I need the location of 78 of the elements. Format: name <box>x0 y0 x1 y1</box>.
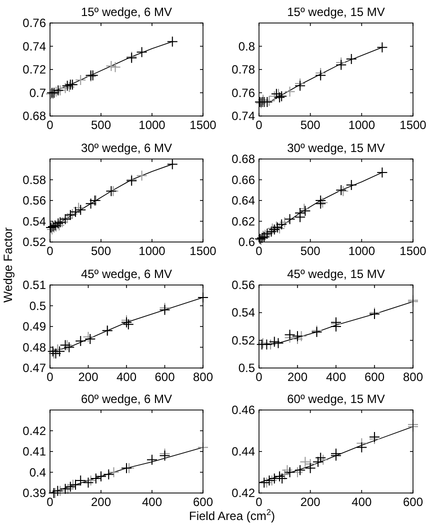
y-tick-label: 0.6 <box>238 235 256 249</box>
x-tick-label: 200 <box>300 495 321 509</box>
x-tick-label: 600 <box>364 370 385 384</box>
y-tick-label: 0.68 <box>232 152 256 166</box>
x-tick-label: 0 <box>46 495 54 509</box>
y-tick-label: 0.49 <box>22 320 46 334</box>
x-tick-label: 500 <box>300 244 321 258</box>
x-tick-label: 800 <box>402 370 424 384</box>
y-tick-label: 0.51 <box>22 278 46 292</box>
y-tick-label: 0.58 <box>22 172 46 187</box>
x-tick-label: 400 <box>116 370 137 384</box>
x-tick-label: 1500 <box>190 244 217 258</box>
x-tick-label: 0 <box>256 495 263 509</box>
x-tick-label: 1500 <box>400 118 427 132</box>
y-tick-label: 0.52 <box>232 333 256 348</box>
x-tick-label: 200 <box>78 370 99 384</box>
x-tick-label: 200 <box>287 370 308 384</box>
x-tick-label: 200 <box>90 495 112 509</box>
chart-title: 45º wedge, 15 MV <box>287 267 385 281</box>
y-tick-label: 0.5 <box>29 298 46 313</box>
x-tick-label: 1000 <box>138 118 166 132</box>
y-tick-label: 0.66 <box>232 172 256 187</box>
y-tick-label: 0.52 <box>22 235 46 249</box>
y-tick-label: 0.74 <box>22 39 46 54</box>
x-tick-label: 500 <box>300 118 321 132</box>
x-tick-label: 500 <box>90 118 112 132</box>
y-tick-label: 0.68 <box>22 109 46 123</box>
x-tick-label: 1000 <box>348 118 376 132</box>
y-tick-label: 0.74 <box>232 109 256 123</box>
y-tick-label: 0.76 <box>232 86 256 100</box>
x-tick-label: 0 <box>256 118 263 132</box>
x-tick-label: 0 <box>256 244 263 258</box>
x-tick-label: 600 <box>402 495 424 509</box>
y-tick-label: 0.8 <box>238 39 256 54</box>
y-axis-title: Wedge Factor <box>1 227 15 303</box>
chart-title: 30º wedge, 6 MV <box>80 141 172 155</box>
y-tick-label: 0.47 <box>22 361 46 375</box>
x-tick-label: 400 <box>142 495 162 509</box>
chart-title: 15º wedge, 6 MV <box>80 5 172 19</box>
y-tick-label: 0.76 <box>22 16 46 30</box>
y-tick-label: 0.72 <box>22 62 46 76</box>
x-tick-label: 0 <box>256 370 263 384</box>
x-axis-title: Field Area (cm$^{2}$) <box>188 507 276 523</box>
y-tick-label: 0.7 <box>29 86 46 100</box>
x-tick-label: 1000 <box>348 244 376 258</box>
y-tick-label: 0.42 <box>22 424 46 438</box>
chart-title: 45º wedge, 6 MV <box>80 267 172 281</box>
y-tick-label: 0.56 <box>22 194 46 208</box>
y-tick-label: 0.4 <box>29 465 46 480</box>
x-tick-label: 0 <box>46 118 54 132</box>
y-tick-label: 0.39 <box>22 486 46 500</box>
y-tick-label: 0.64 <box>232 194 256 208</box>
x-tick-label: 1500 <box>190 118 217 132</box>
y-tick-label: 0.5 <box>238 361 256 375</box>
y-tick-label: 0.48 <box>22 340 46 354</box>
y-tick-label: 0.44 <box>232 444 256 458</box>
chart-title: 60º wedge, 15 MV <box>287 392 385 406</box>
y-tick-label: 0.46 <box>232 403 256 417</box>
x-tick-label: 1000 <box>138 244 166 258</box>
x-tick-label: 400 <box>326 370 346 384</box>
y-tick-label: 0.41 <box>22 444 46 458</box>
chart-title: 60º wedge, 6 MV <box>80 392 172 406</box>
x-tick-label: 600 <box>154 370 176 384</box>
x-tick-label: 500 <box>90 244 112 258</box>
x-tick-label: 400 <box>352 495 372 509</box>
y-tick-label: 0.62 <box>232 214 256 228</box>
y-tick-label: 0.54 <box>22 214 46 228</box>
x-tick-label: 0 <box>46 244 54 258</box>
chart-title: 15º wedge, 15 MV <box>287 5 385 19</box>
y-tick-label: 0.54 <box>232 306 256 320</box>
y-tick-label: 0.56 <box>232 278 256 292</box>
x-tick-label: 600 <box>192 495 214 509</box>
chart-title: 30º wedge, 15 MV <box>287 141 385 155</box>
x-tick-label: 800 <box>192 370 214 384</box>
y-tick-label: 0.78 <box>232 62 256 76</box>
y-tick-label: 0.42 <box>232 486 256 500</box>
x-tick-label: 1500 <box>400 244 427 258</box>
x-tick-label: 0 <box>46 370 54 384</box>
